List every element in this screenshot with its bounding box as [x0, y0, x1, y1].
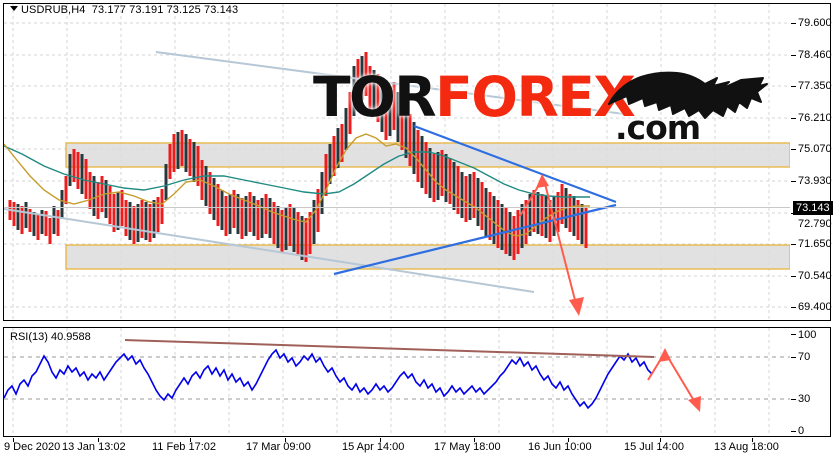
price-axis-label: 73.930 — [798, 175, 832, 187]
rsi-axis-tick — [791, 357, 796, 358]
price-axis-label: 70.540 — [798, 270, 832, 282]
lower-descending-trendline — [4, 208, 535, 293]
price-axis-tick — [791, 149, 796, 150]
price-axis-tick — [791, 307, 796, 308]
price-axis-label: 77.350 — [798, 80, 832, 92]
rsi-gridlines-vertical — [12, 328, 770, 436]
time-axis-label: 9 Dec 2020 — [4, 441, 61, 453]
rsi-indicator-label: RSI(13) 40.9588 — [10, 331, 91, 343]
price-axis-tick — [791, 23, 796, 24]
wedge-lower-blue-trendline — [333, 203, 617, 276]
time-axis-label: 17 Mar 09:00 — [246, 441, 311, 453]
price-axis-label: 75.070 — [798, 143, 832, 155]
price-axis-tick — [791, 244, 796, 245]
price-chart-plot[interactable] — [4, 4, 790, 320]
rsi-chart-plot[interactable] — [4, 328, 790, 436]
current-price-badge: 73.143 — [793, 201, 833, 215]
rsi-axis-label: 100 — [798, 329, 817, 341]
price-axis-tick — [791, 181, 796, 182]
time-axis-label: 15 Apr 14:00 — [342, 441, 405, 453]
rsi-forecast-arrow-up — [647, 348, 671, 381]
time-axis: 9 Dec 2020 13 Jan 13:02 11 Feb 17:02 17 … — [0, 438, 834, 456]
price-axis-tick — [791, 86, 796, 87]
rsi-forecast-arrow-down — [665, 353, 701, 412]
price-axis-label: 72.790 — [798, 218, 832, 230]
lower-demand-zone — [65, 244, 790, 270]
time-axis-label: 13 Aug 18:00 — [714, 441, 779, 453]
time-axis-label: 16 Jun 10:00 — [528, 441, 592, 453]
price-axis-label: 78.460 — [798, 49, 832, 61]
rsi-line — [4, 348, 653, 410]
time-axis-label: 17 May 18:00 — [434, 441, 501, 453]
triangle-down-icon[interactable] — [10, 6, 18, 11]
wedge-upper-blue-trendline — [413, 124, 617, 204]
price-axis-label: 79.600 — [798, 17, 832, 29]
chart-header: USDRUB,H4 73.177 73.191 73.125 73.143 — [10, 4, 238, 16]
rsi-axis-tick — [791, 399, 796, 400]
time-axis-label: 15 Jul 14:00 — [624, 441, 684, 453]
upper-descending-trendline — [155, 51, 625, 115]
rsi-axis-tick — [791, 431, 796, 432]
ma-slow-teal-line — [4, 145, 590, 198]
rsi-chart-svg — [4, 328, 790, 436]
forecast-arrow-down — [543, 179, 584, 316]
candlestick-series — [8, 52, 588, 262]
ohlc-values: 73.177 73.191 73.125 73.143 — [91, 4, 239, 16]
symbol-label: USDRUB,H4 — [21, 4, 86, 16]
price-axis-label: 76.210 — [798, 112, 832, 124]
rsi-axis-label: 0 — [798, 425, 805, 437]
ma-fast-gold-line — [4, 133, 590, 237]
price-axis-tick — [791, 118, 796, 119]
price-axis-label: 71.650 — [798, 238, 832, 250]
price-chart-svg — [4, 4, 790, 320]
rsi-descending-trendline — [124, 339, 655, 358]
time-axis-label: 13 Jan 13:02 — [62, 441, 126, 453]
rsi-axis-tick — [791, 334, 796, 335]
rsi-axis-label: 30 — [798, 393, 811, 405]
time-axis-label: 11 Feb 17:02 — [152, 441, 217, 453]
price-axis-tick — [791, 276, 796, 277]
rsi-axis-label: 70 — [798, 351, 811, 363]
price-axis-label: 69.400 — [798, 301, 832, 313]
current-price-line — [4, 207, 790, 208]
price-axis-tick — [791, 55, 796, 56]
